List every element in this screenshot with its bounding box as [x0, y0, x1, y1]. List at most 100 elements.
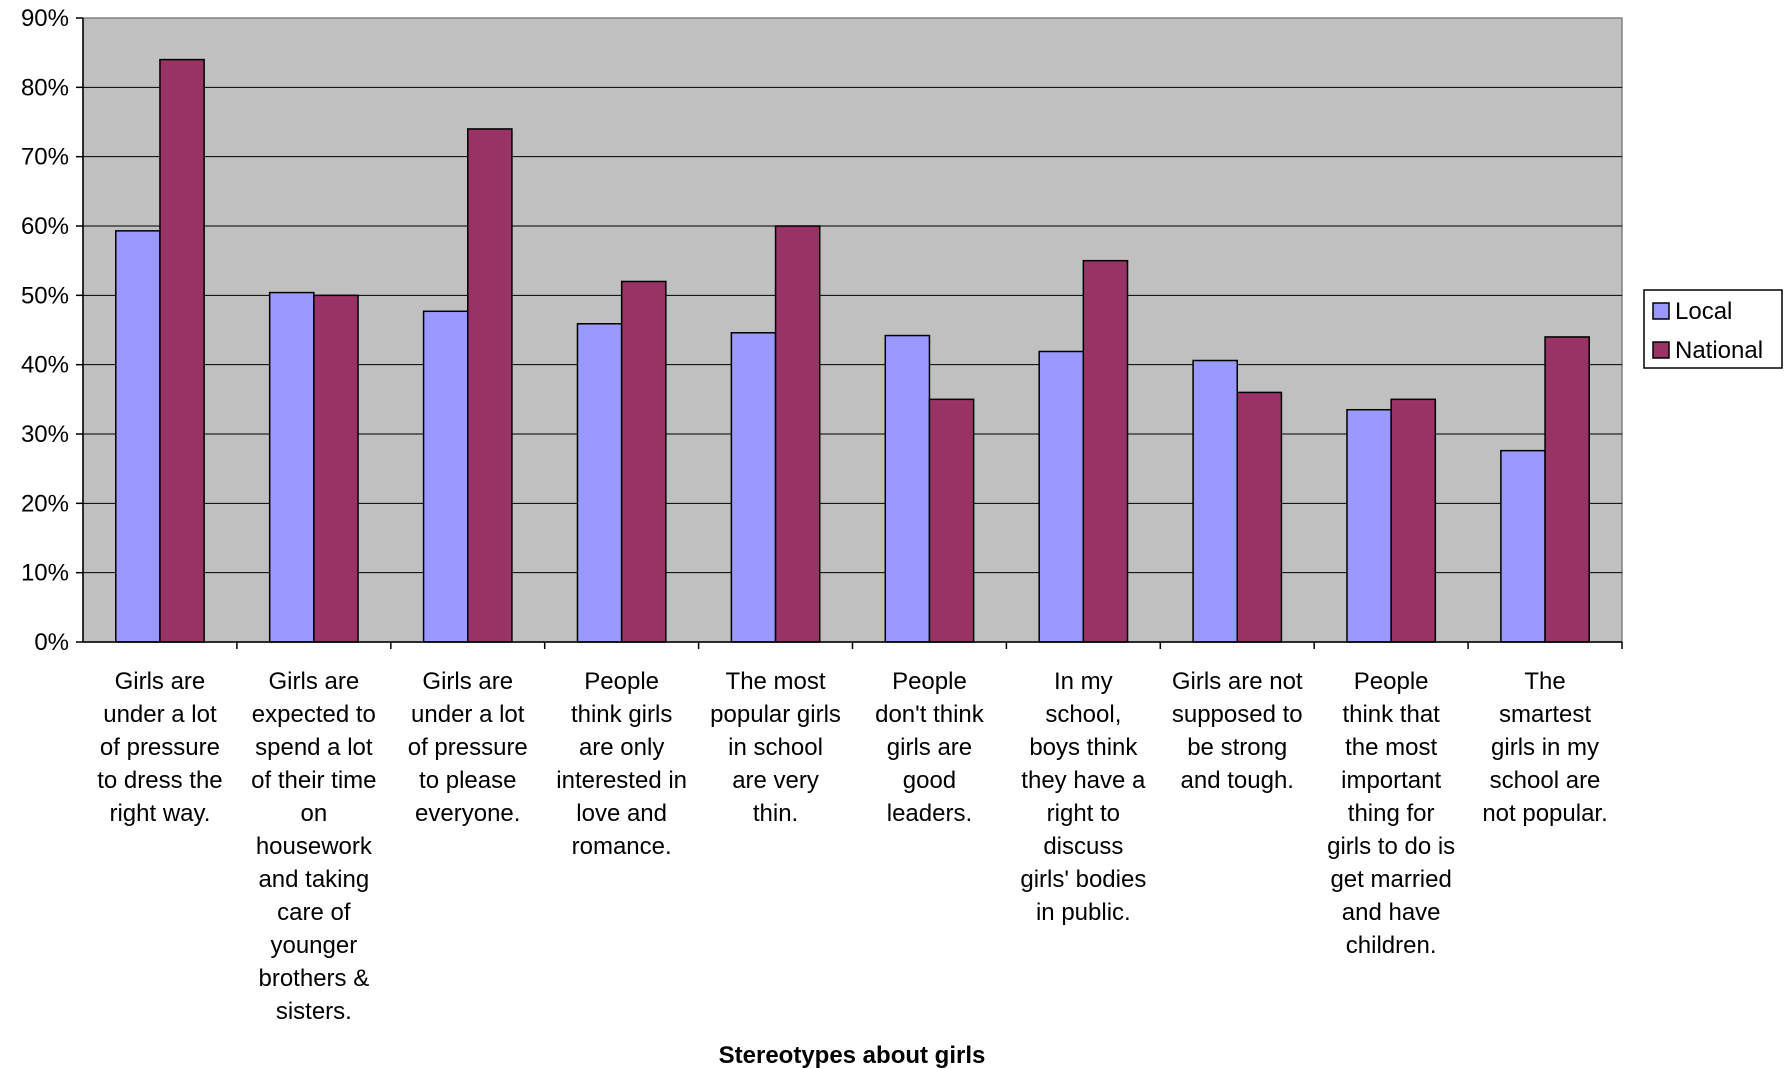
- x-category-label-line: Girls are not: [1172, 668, 1303, 695]
- x-category-label-line: supposed to: [1172, 701, 1303, 728]
- y-tick-label: 60%: [21, 213, 69, 240]
- x-category-label-line: brothers &: [258, 965, 369, 992]
- x-category-label-line: the most: [1345, 734, 1437, 761]
- y-tick-label: 40%: [21, 352, 69, 379]
- x-category-label: Girls are under a lot of pressure to dress …: [97, 668, 222, 827]
- x-category-label-line: boys think: [1029, 734, 1138, 761]
- x-category-label-line: girls to do is: [1327, 833, 1455, 860]
- x-category-label-line: everyone.: [415, 800, 520, 827]
- x-category-label: Girls are expected to spend a lot of their …: [251, 668, 376, 1025]
- x-category-label-line: care of: [277, 899, 351, 926]
- y-tick-label: 50%: [21, 282, 69, 309]
- x-category-label-line: interested in: [556, 767, 687, 794]
- x-category-label-line: don't think: [875, 701, 985, 728]
- x-category-label-line: important: [1341, 767, 1441, 794]
- y-tick-label: 90%: [21, 5, 69, 32]
- bar-national-10: [1544, 336, 1590, 643]
- x-category-label-line: younger: [270, 932, 357, 959]
- x-category-label-line: think that: [1342, 701, 1440, 728]
- x-category-label-line: thing for: [1348, 800, 1435, 827]
- x-category-label: In my school, boys think they have a right t…: [1020, 668, 1146, 926]
- bar-local-5: [730, 332, 777, 643]
- bar-national-3: [467, 128, 513, 643]
- y-tick-labels: 0% 10% 20% 30% 40% 50% 60% 70% 80% 90%: [21, 5, 69, 656]
- x-category-label: People think girls are only interested in lo…: [556, 668, 687, 860]
- x-category-label-line: leaders.: [887, 800, 972, 827]
- bar-national-9: [1390, 398, 1437, 643]
- x-category-label-line: sisters.: [276, 998, 352, 1025]
- legend-swatch-national: [1652, 341, 1670, 359]
- bar-local-2: [268, 291, 315, 643]
- x-category-label-line: thin.: [753, 800, 798, 827]
- x-category-label-line: they have a: [1021, 767, 1146, 794]
- x-category-label-line: smartest: [1499, 701, 1591, 728]
- bar-local-10: [1500, 449, 1546, 643]
- x-category-label-line: discuss: [1043, 833, 1123, 860]
- x-category-label-line: The most: [726, 668, 826, 695]
- legend: Local National: [1643, 289, 1783, 369]
- legend-label-local: Local: [1675, 298, 1732, 325]
- axes: [76, 17, 1623, 649]
- legend-swatch-local: [1652, 302, 1670, 320]
- x-category-label-line: get married: [1330, 866, 1451, 893]
- x-category-label-line: and tough.: [1181, 767, 1294, 794]
- bar-national-8: [1236, 391, 1283, 643]
- x-category-label: People think that the most important thing f…: [1327, 668, 1455, 959]
- legend-label-national: National: [1675, 337, 1763, 364]
- x-category-label-line: in school: [728, 734, 823, 761]
- x-category-label-line: school are: [1490, 767, 1601, 794]
- x-category-label-line: In my: [1054, 668, 1113, 695]
- x-category-label-line: be strong: [1187, 734, 1287, 761]
- x-category-label-line: in public.: [1036, 899, 1131, 926]
- x-category-label-line: expected to: [252, 701, 376, 728]
- x-category-label-line: are only: [579, 734, 664, 761]
- x-category-label-line: children.: [1346, 932, 1437, 959]
- x-category-label-line: of pressure: [408, 734, 528, 761]
- bar-local-1: [115, 230, 161, 643]
- x-category-label-line: right to: [1047, 800, 1120, 827]
- x-category-label: The smartest girls in my school are not popu…: [1482, 668, 1607, 827]
- y-tick-label: 10%: [21, 560, 69, 587]
- bar-local-8: [1192, 359, 1238, 643]
- x-category-label-line: girls in my: [1491, 734, 1599, 761]
- y-tick-label: 70%: [21, 144, 69, 171]
- x-category-label-line: Girls are: [115, 668, 206, 695]
- bar-national-5: [774, 225, 821, 643]
- x-category-label-line: right way.: [109, 800, 210, 827]
- x-category-label-line: and have: [1342, 899, 1441, 926]
- x-category-label-line: love and: [576, 800, 667, 827]
- x-category-label: Girls are not supposed to be strong and tou…: [1172, 668, 1303, 794]
- y-tick-label: 30%: [21, 421, 69, 448]
- bar-local-7: [1038, 350, 1085, 643]
- x-category-label: Girls are under a lot of pressure to please…: [408, 668, 528, 827]
- x-category-label-line: People: [584, 668, 659, 695]
- bar-national-2: [313, 294, 359, 643]
- x-category-label-line: The: [1524, 668, 1565, 695]
- x-category-label-line: not popular.: [1482, 800, 1607, 827]
- x-category-label-line: Girls are: [422, 668, 513, 695]
- bar-local-6: [884, 334, 931, 643]
- x-category-label-line: housework: [256, 833, 373, 860]
- y-tick-label: 20%: [21, 490, 69, 517]
- bar-local-9: [1346, 408, 1392, 643]
- y-tick-label: 80%: [21, 74, 69, 101]
- x-axis-title: Stereotypes about girls: [719, 1042, 986, 1068]
- bars: [115, 58, 1590, 643]
- x-category-label-line: are very: [732, 767, 819, 794]
- x-category-label-line: Girls are: [269, 668, 360, 695]
- x-category-label-line: of pressure: [100, 734, 220, 761]
- bar-national-6: [928, 398, 975, 643]
- x-category-label-line: People: [1354, 668, 1429, 695]
- x-category-label-line: under a lot: [103, 701, 217, 728]
- x-category-label-line: romance.: [572, 833, 672, 860]
- x-category-label: People don't think girls are good leaders.: [875, 668, 985, 827]
- x-category-label-line: and taking: [258, 866, 369, 893]
- x-category-label-line: People: [892, 668, 967, 695]
- bar-national-7: [1082, 259, 1129, 643]
- x-category-label-line: popular girls: [710, 701, 841, 728]
- x-category-label-line: of their time: [251, 767, 376, 794]
- bar-national-4: [620, 280, 667, 643]
- x-category-labels: Girls are under a lot of pressure to dress …: [97, 668, 1608, 1025]
- x-category-label-line: under a lot: [411, 701, 525, 728]
